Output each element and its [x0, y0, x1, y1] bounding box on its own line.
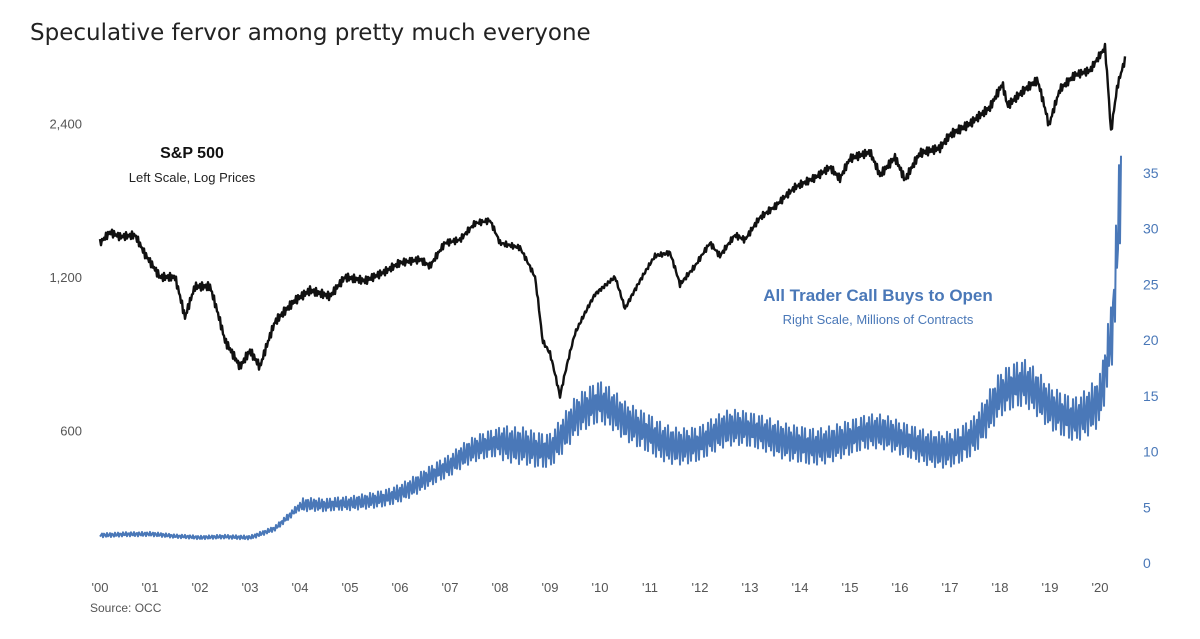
x-tick-label: '12 [692, 580, 709, 595]
x-tick-label: '13 [742, 580, 759, 595]
right-tick-label: 20 [1143, 332, 1159, 348]
sp500-sublabel: Left Scale, Log Prices [129, 170, 256, 185]
x-tick-label: '11 [642, 580, 658, 595]
x-tick-label: '19 [1042, 580, 1059, 595]
x-tick-label: '05 [342, 580, 359, 595]
chart-title: Speculative fervor among pretty much eve… [30, 20, 591, 46]
x-tick-label: '18 [992, 580, 1009, 595]
x-tick-label: '16 [892, 580, 909, 595]
calls-series-line [99, 155, 1122, 541]
x-tick-label: '09 [542, 580, 559, 595]
right-tick-label: 35 [1143, 165, 1159, 181]
x-tick-label: '10 [592, 580, 609, 595]
calls-sublabel: Right Scale, Millions of Contracts [783, 312, 974, 327]
left-tick-label: 2,400 [49, 117, 82, 132]
x-tick-label: '06 [392, 580, 409, 595]
left-tick-label: 1,200 [49, 270, 82, 285]
x-tick-label: '15 [842, 580, 859, 595]
right-tick-label: 10 [1143, 444, 1159, 460]
x-tick-label: '14 [792, 580, 809, 595]
x-tick-label: '07 [442, 580, 459, 595]
right-tick-label: 25 [1143, 276, 1159, 292]
sp500-label: S&P 500 [160, 145, 224, 162]
source-note: Source: OCC [90, 601, 162, 615]
right-tick-label: 30 [1143, 221, 1159, 237]
x-tick-label: '17 [942, 580, 959, 595]
x-tick-label: '20 [1092, 580, 1109, 595]
x-tick-label: '08 [492, 580, 509, 595]
left-tick-label: 600 [60, 424, 82, 439]
left-axis: 600 1,200 2,400 [49, 117, 82, 439]
x-tick-label: '01 [142, 580, 159, 595]
right-axis: 0 5 10 15 20 25 30 35 [1143, 165, 1159, 571]
x-tick-label: '04 [292, 580, 309, 595]
sp500-series-line [98, 42, 1127, 399]
x-tick-label: '00 [92, 580, 109, 595]
right-tick-label: 5 [1143, 499, 1151, 515]
right-tick-label: 0 [1143, 555, 1151, 571]
right-tick-label: 15 [1143, 388, 1159, 404]
x-tick-label: '03 [242, 580, 259, 595]
calls-label: All Trader Call Buys to Open [763, 286, 993, 305]
x-axis: '00 '01 '02 '03 '04 '05 '06 '07 '08 '09 '10 '11 '12 '… [92, 580, 1109, 595]
x-tick-label: '02 [192, 580, 209, 595]
